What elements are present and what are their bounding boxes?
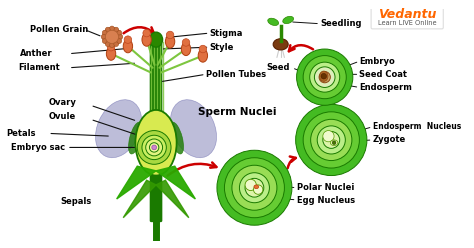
Ellipse shape: [330, 140, 338, 146]
Ellipse shape: [165, 35, 175, 48]
Circle shape: [152, 145, 156, 150]
Circle shape: [109, 43, 114, 48]
Ellipse shape: [170, 122, 183, 154]
FancyBboxPatch shape: [150, 43, 162, 221]
Text: Seedling: Seedling: [320, 19, 362, 28]
Ellipse shape: [149, 32, 163, 47]
Ellipse shape: [128, 122, 142, 154]
Text: Sperm Nuclei: Sperm Nuclei: [198, 107, 277, 117]
Circle shape: [107, 43, 115, 51]
Text: Pollen Grain: Pollen Grain: [29, 25, 88, 34]
Text: Anther: Anther: [20, 49, 53, 58]
Text: Endosperm  Nucleus: Endosperm Nucleus: [373, 122, 461, 131]
Circle shape: [114, 27, 118, 32]
Circle shape: [319, 71, 330, 83]
Circle shape: [332, 141, 336, 145]
Circle shape: [117, 30, 122, 35]
Circle shape: [166, 31, 174, 39]
Circle shape: [199, 45, 207, 53]
Circle shape: [102, 30, 107, 35]
Ellipse shape: [273, 39, 288, 50]
Circle shape: [296, 104, 367, 176]
Circle shape: [182, 39, 190, 46]
Circle shape: [310, 62, 340, 92]
Circle shape: [321, 73, 327, 79]
Text: Seed Coat: Seed Coat: [359, 70, 407, 79]
Text: Endosperm: Endosperm: [359, 83, 412, 92]
Polygon shape: [123, 180, 156, 218]
Circle shape: [149, 143, 159, 152]
Circle shape: [105, 30, 118, 43]
Circle shape: [232, 165, 277, 210]
Circle shape: [217, 150, 292, 225]
Circle shape: [297, 49, 353, 105]
FancyBboxPatch shape: [371, 7, 443, 29]
Ellipse shape: [171, 100, 217, 158]
Ellipse shape: [198, 49, 208, 62]
Text: Stigma: Stigma: [210, 29, 243, 38]
Circle shape: [317, 126, 346, 154]
Ellipse shape: [123, 40, 133, 53]
Text: Pollen Tubes: Pollen Tubes: [206, 70, 266, 79]
Circle shape: [105, 42, 110, 46]
Text: Filament: Filament: [18, 63, 60, 72]
Circle shape: [137, 130, 171, 164]
Circle shape: [105, 27, 110, 32]
Text: Seed: Seed: [266, 63, 290, 72]
Ellipse shape: [136, 110, 177, 176]
Text: Sepals: Sepals: [61, 197, 92, 206]
Ellipse shape: [319, 71, 328, 81]
Circle shape: [303, 56, 346, 99]
Circle shape: [303, 112, 359, 168]
Circle shape: [102, 39, 107, 43]
Text: Ovule: Ovule: [48, 112, 75, 121]
Circle shape: [323, 130, 334, 142]
Ellipse shape: [106, 47, 116, 60]
Polygon shape: [156, 166, 195, 199]
Circle shape: [109, 26, 114, 31]
Ellipse shape: [254, 185, 259, 189]
Circle shape: [245, 178, 264, 197]
Text: Style: Style: [210, 43, 234, 52]
Circle shape: [142, 135, 166, 160]
Circle shape: [245, 179, 256, 190]
Text: Polar Nuclei: Polar Nuclei: [297, 183, 354, 192]
Ellipse shape: [283, 16, 293, 24]
Ellipse shape: [142, 33, 151, 46]
Text: Learn LIVE Online: Learn LIVE Online: [378, 20, 437, 26]
Circle shape: [114, 42, 118, 46]
Ellipse shape: [95, 100, 142, 158]
Text: Egg Nucleus: Egg Nucleus: [297, 196, 355, 205]
Circle shape: [323, 131, 340, 148]
Circle shape: [118, 34, 123, 39]
Circle shape: [224, 158, 284, 218]
Ellipse shape: [182, 42, 191, 56]
Text: Embryo sac: Embryo sac: [11, 143, 65, 152]
Circle shape: [314, 67, 335, 88]
Circle shape: [117, 39, 122, 43]
Circle shape: [239, 173, 269, 203]
Text: Ovary: Ovary: [48, 98, 76, 107]
Circle shape: [124, 36, 132, 43]
Circle shape: [146, 139, 163, 156]
Text: Zygote: Zygote: [373, 135, 406, 144]
Text: Petals: Petals: [6, 129, 36, 138]
Circle shape: [102, 28, 121, 46]
Circle shape: [254, 185, 263, 194]
Circle shape: [310, 119, 352, 160]
Text: Embryo: Embryo: [359, 57, 395, 66]
Circle shape: [143, 29, 150, 37]
Ellipse shape: [268, 18, 279, 26]
Polygon shape: [117, 166, 156, 199]
Text: Vedantu: Vedantu: [378, 8, 437, 21]
Circle shape: [101, 34, 106, 39]
Polygon shape: [156, 180, 189, 218]
